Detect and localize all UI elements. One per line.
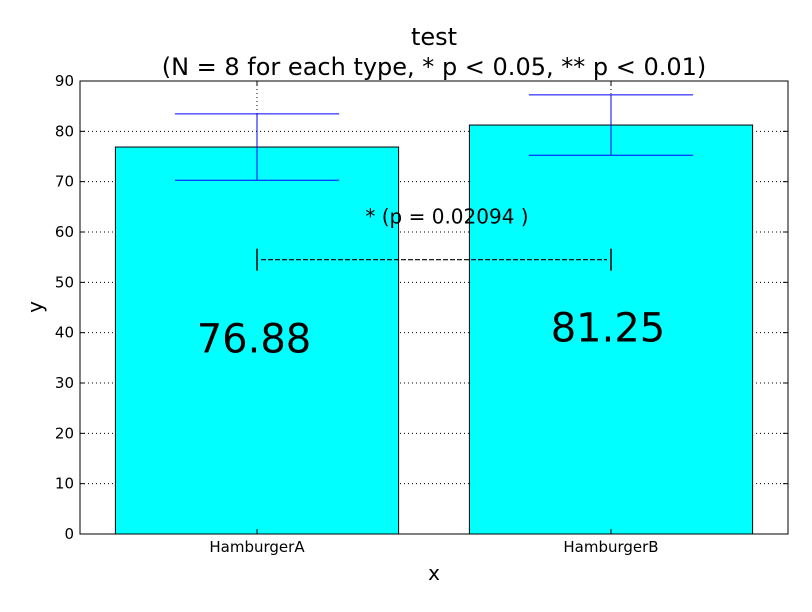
significance-label: * (p = 0.02094 ) [365,205,528,229]
y-axis-ticks: 0 10 20 30 40 50 60 70 80 90 [55,72,788,543]
y-tick-label: 0 [64,525,74,543]
y-tick-label: 80 [55,122,74,140]
error-bar-HamburgerA [174,113,340,181]
x-axis-label: x [428,561,440,585]
y-tick-label: 90 [55,72,74,90]
value-labels: 76.88 81.25 [197,306,666,363]
plot-frame [79,80,789,535]
chart-subtitle: (N = 8 for each type, * p < 0.05, ** p <… [162,53,707,81]
x-tick-label-HamburgerA: HamburgerA [209,538,305,556]
significance-annotation: * (p = 0.02094 ) [256,205,612,271]
y-tick-label: 60 [55,223,74,241]
x-axis-ticks: HamburgerA HamburgerB [209,81,659,556]
y-tick-label: 70 [55,173,74,191]
bars [114,124,754,535]
chart-title: test [411,23,457,51]
x-tick-label-HamburgerB: HamburgerB [563,538,658,556]
y-tick-label: 20 [55,424,74,442]
value-label-HamburgerB: 81.25 [551,306,666,352]
y-tick-label: 30 [55,374,74,392]
y-tick-label: 40 [55,324,74,342]
y-axis-label: y [23,301,47,313]
bar-HamburgerB [468,124,754,535]
y-tick-label: 10 [55,475,74,493]
value-label-HamburgerA: 76.88 [197,317,312,363]
bar-HamburgerA [114,146,400,535]
error-bars [174,94,694,181]
error-bar-HamburgerB [528,94,694,156]
y-tick-label: 50 [55,273,74,291]
